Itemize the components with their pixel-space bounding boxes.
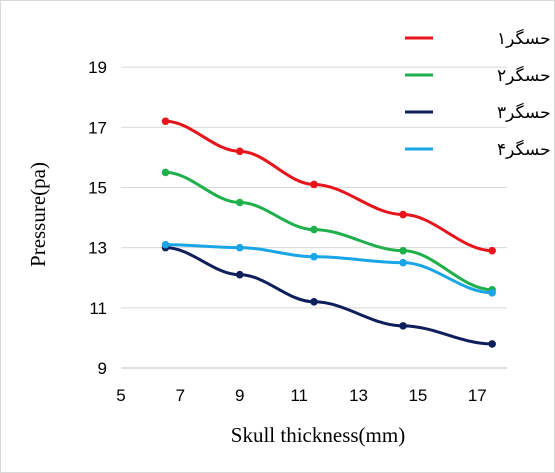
- series-3: [161, 243, 496, 348]
- y-tick-label: 9: [98, 359, 107, 378]
- data-point: [161, 117, 170, 126]
- data-point: [399, 258, 407, 267]
- data-point: [235, 198, 244, 207]
- data-point: [161, 240, 170, 249]
- data-point: [399, 322, 407, 330]
- x-axis-title: Skull thickness(mm): [231, 423, 405, 447]
- x-tick-label: 9: [235, 386, 244, 405]
- series-line: [164, 246, 494, 346]
- data-point: [488, 288, 496, 297]
- legend-label: حسگر۳: [497, 102, 551, 123]
- legend-label: حسگر۲: [497, 65, 551, 86]
- y-tick-label: 15: [88, 178, 107, 197]
- x-tick-label: 5: [116, 386, 125, 405]
- data-point: [161, 168, 170, 177]
- data-point: [310, 180, 318, 189]
- data-point: [235, 243, 244, 252]
- y-tick-label: 11: [89, 299, 107, 318]
- data-point: [399, 210, 407, 219]
- y-axis-title: Pressure(pa): [26, 162, 50, 267]
- y-tick-label: 13: [88, 239, 107, 258]
- series-lines: [161, 117, 496, 348]
- legend-label: حسگر۱: [497, 28, 551, 49]
- series-4: [161, 240, 496, 297]
- legend-label: حسگر۴: [497, 139, 551, 160]
- data-point: [235, 270, 244, 279]
- data-point: [488, 246, 496, 255]
- legend-item: حسگر۴: [405, 139, 551, 160]
- y-tick-label: 17: [88, 118, 107, 137]
- data-point: [235, 147, 244, 156]
- legend-item: حسگر۲: [405, 65, 551, 86]
- legend-item: حسگر۳: [405, 102, 551, 123]
- legend: حسگر۱ حسگر۲ حسگر۳ حسگر۴: [405, 28, 551, 160]
- series-1: [161, 117, 496, 255]
- series-line: [164, 243, 494, 295]
- x-tick-label: 7: [176, 386, 185, 405]
- x-tick-label: 17: [468, 386, 487, 405]
- gridlines: [121, 66, 507, 369]
- y-tick-label: 19: [88, 58, 107, 77]
- data-point: [399, 246, 407, 255]
- y-axis-ticks: 9 11 13 15 17 19: [88, 58, 107, 378]
- x-axis-ticks: 5 7 9 11 13 15 17: [116, 386, 487, 405]
- legend-item: حسگر۱: [405, 28, 551, 49]
- x-tick-label: 13: [349, 386, 368, 405]
- data-point: [488, 340, 496, 348]
- x-tick-label: 11: [290, 386, 308, 405]
- data-point: [310, 225, 318, 234]
- data-point: [310, 298, 318, 306]
- x-tick-label: 15: [408, 386, 427, 405]
- series-2: [161, 168, 496, 294]
- data-point: [310, 252, 318, 261]
